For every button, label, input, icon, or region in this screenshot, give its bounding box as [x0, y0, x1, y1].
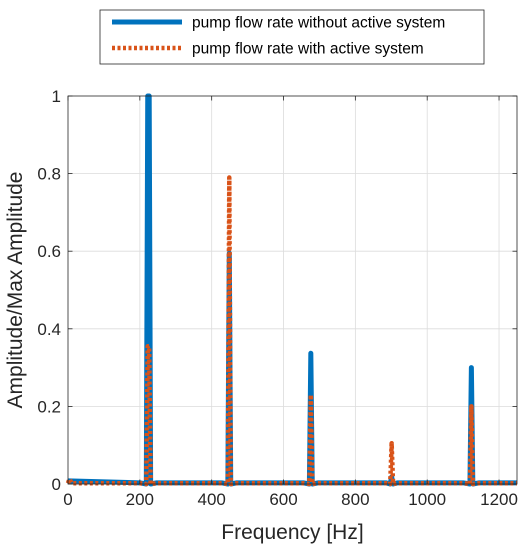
x-tick-label: 1200: [480, 490, 518, 509]
grid-lines: [68, 96, 517, 484]
x-tick-label: 200: [126, 490, 154, 509]
y-tick-label: 0.8: [37, 165, 61, 184]
x-axis-label: Frequency [Hz]: [221, 521, 363, 544]
y-tick-label: 0.4: [37, 320, 61, 339]
series-layer: [65, 93, 517, 487]
x-tick-label: 1000: [408, 490, 446, 509]
legend-label-with-active: pump flow rate with active system: [192, 41, 424, 58]
legend-box: [99, 9, 485, 65]
plot-area-border: [67, 95, 518, 485]
y-tick-label: 0: [52, 475, 61, 494]
x-tick-label: 800: [341, 490, 369, 509]
legend: pump flow rate without active system pum…: [99, 9, 485, 65]
axis-ticks: 0 200 400 600 800 1000 1200 0 0.2 0.4 0.6 0.8 1: [37, 87, 518, 509]
x-tick-label: 400: [197, 490, 225, 509]
y-axis-label: Amplitude/Max Amplitude: [4, 172, 27, 409]
legend-label-without-active: pump flow rate without active system: [192, 15, 445, 32]
y-tick-label: 0.6: [37, 242, 61, 261]
y-tick-label: 1: [52, 87, 61, 106]
y-tick-label: 0.2: [37, 397, 61, 416]
plot-area-background: [68, 96, 517, 484]
series-line-with-active-system: [65, 175, 517, 487]
x-tick-label: 600: [269, 490, 297, 509]
x-tick-label: 0: [63, 490, 72, 509]
